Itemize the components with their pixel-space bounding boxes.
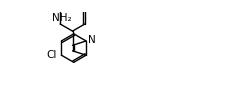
Text: Cl: Cl bbox=[46, 50, 57, 60]
Text: N: N bbox=[88, 35, 95, 45]
Text: NH₂: NH₂ bbox=[52, 13, 72, 23]
